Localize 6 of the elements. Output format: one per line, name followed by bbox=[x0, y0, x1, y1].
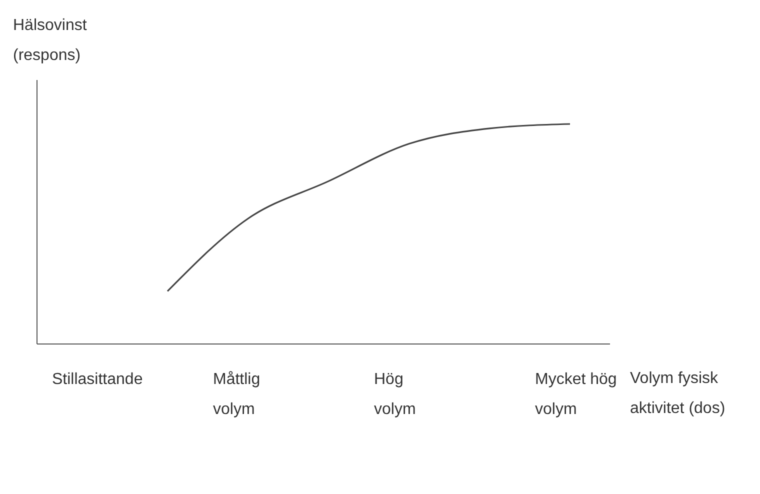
x-tick-label: Hög volym bbox=[374, 371, 416, 418]
x-axis-title: Volym fysisk aktivitet (dos) bbox=[630, 369, 726, 419]
x-tick-label: Mycket hög volym bbox=[535, 371, 617, 418]
x-tick-label: Måttlig volym bbox=[213, 371, 260, 418]
y-axis-title: Hälsovinst (respons) bbox=[13, 16, 87, 66]
x-tick-label: Stillasittande bbox=[52, 371, 143, 388]
